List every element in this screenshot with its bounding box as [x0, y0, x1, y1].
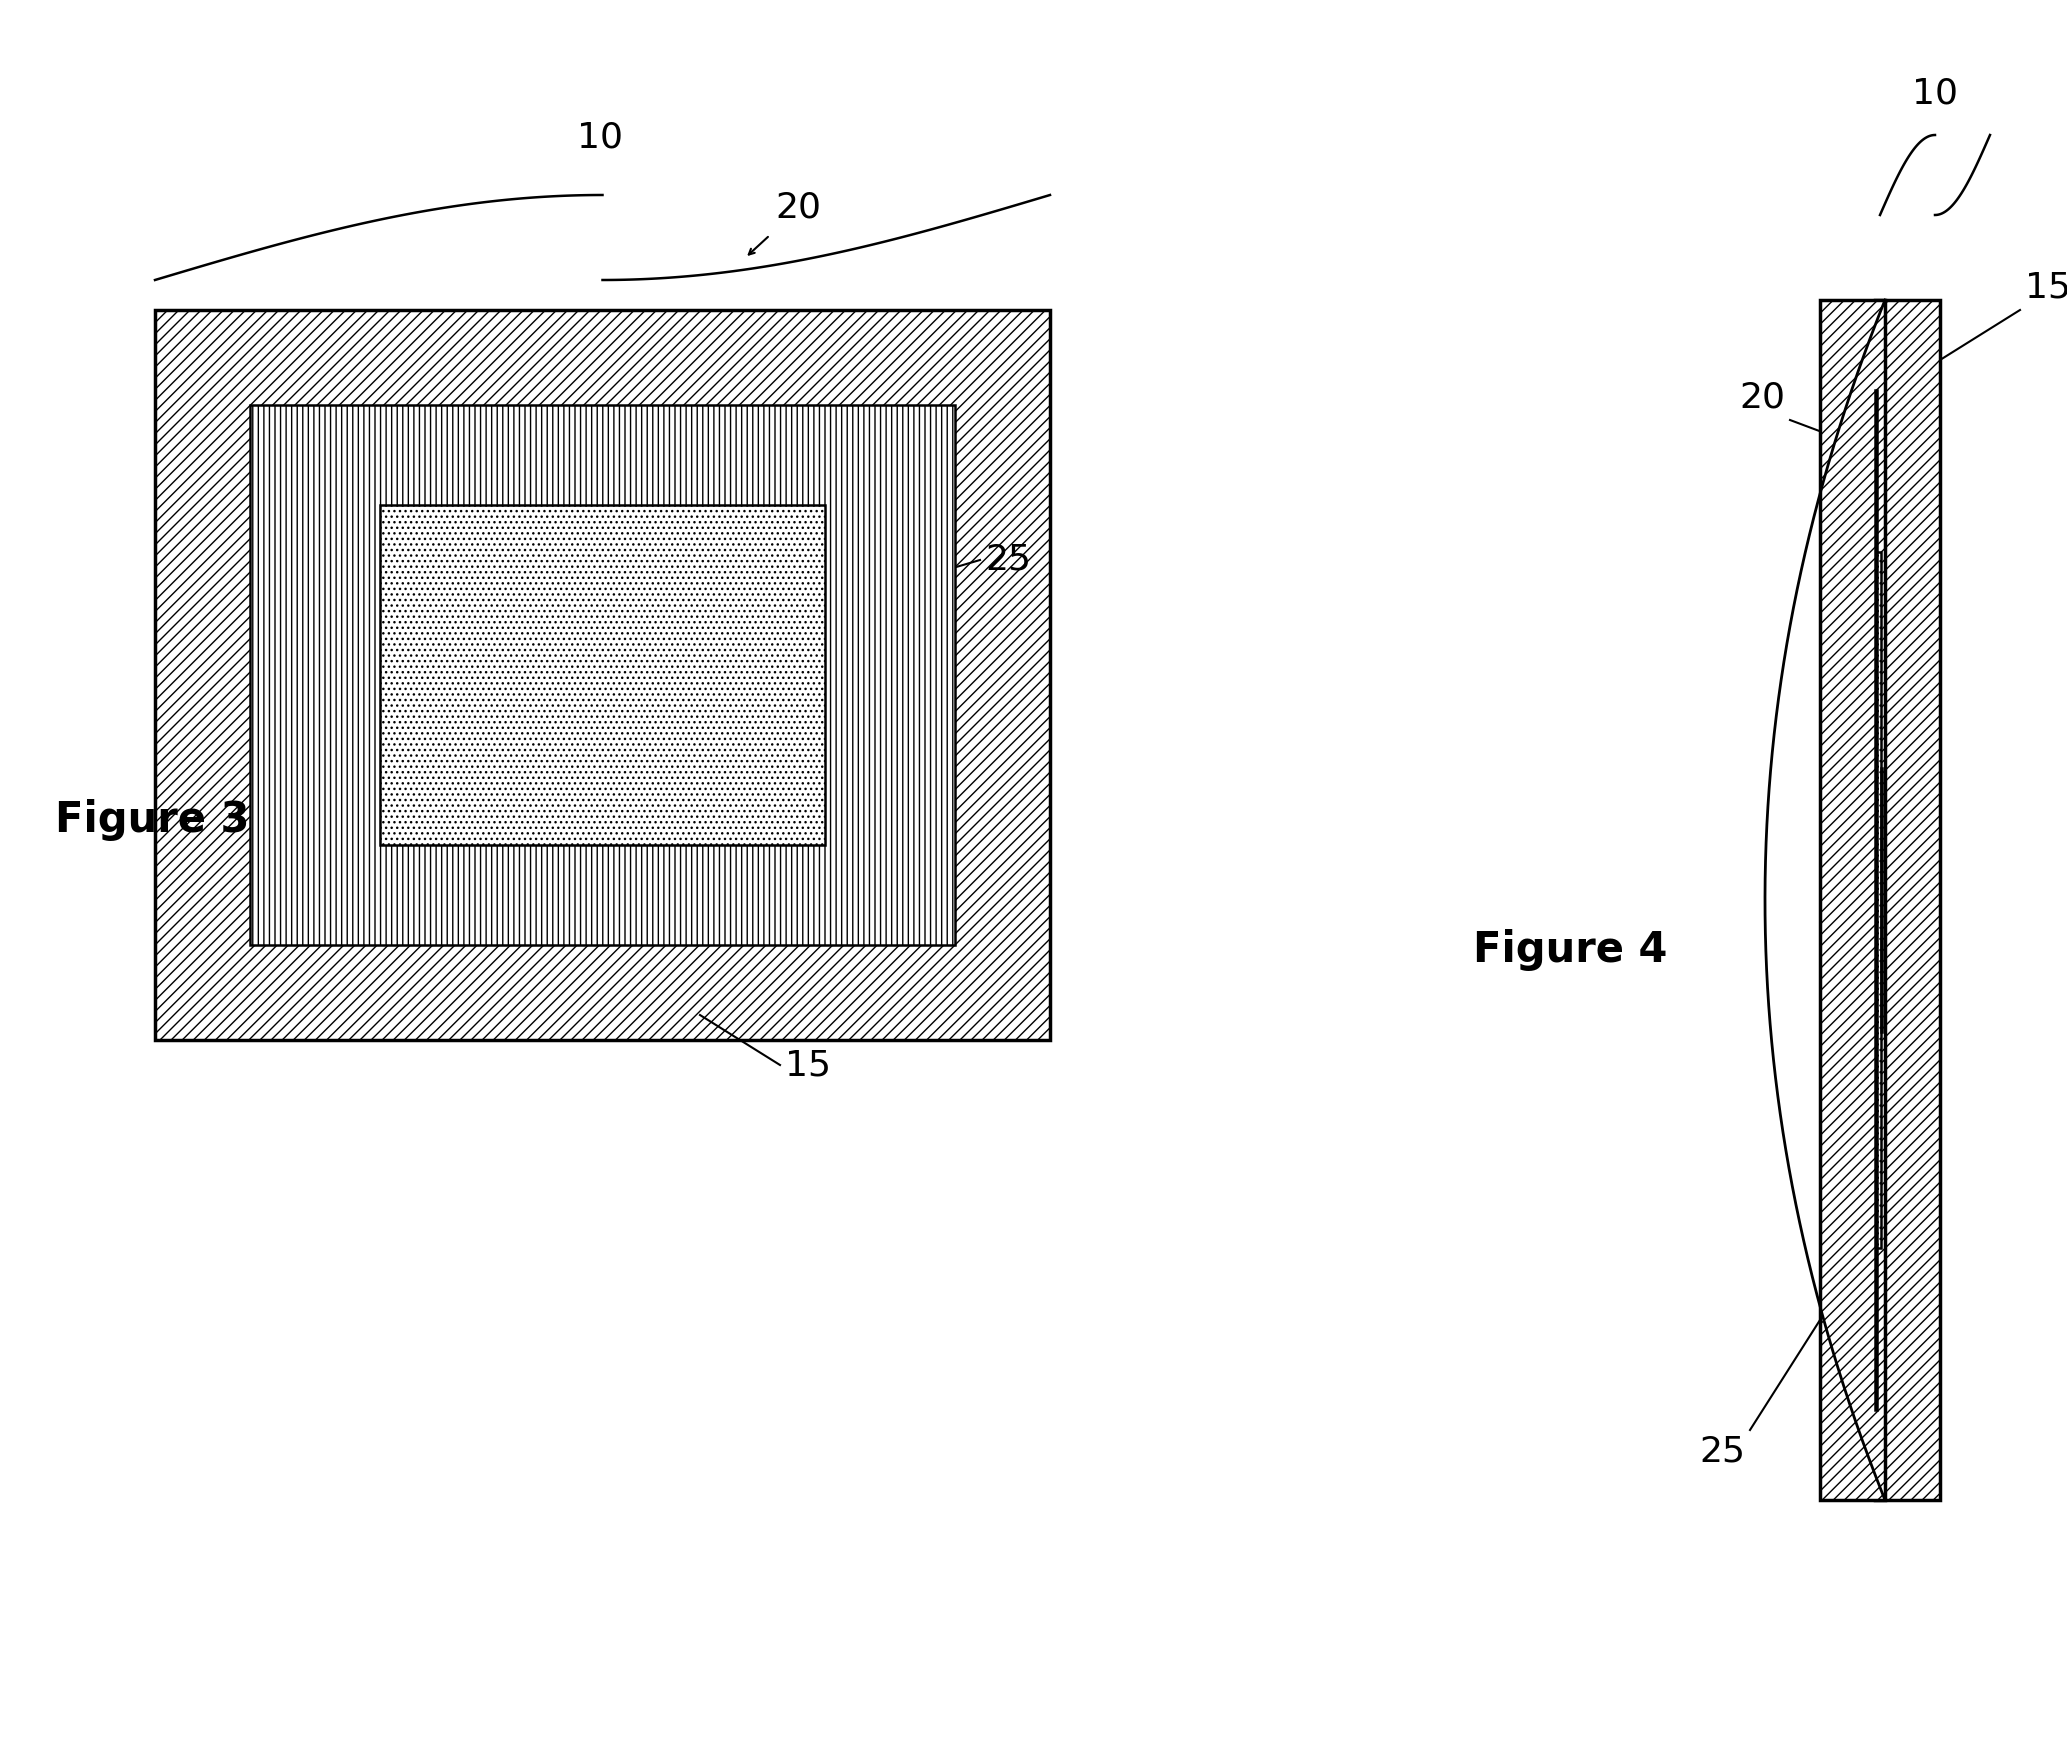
- Bar: [155, 310, 1050, 1040]
- Bar: [250, 405, 955, 945]
- Bar: [1877, 553, 1881, 1248]
- Text: 15: 15: [2026, 271, 2067, 304]
- Text: 10: 10: [577, 121, 622, 155]
- Text: Figure 4: Figure 4: [1474, 929, 1668, 972]
- Bar: [1821, 299, 1885, 1500]
- Bar: [380, 505, 825, 845]
- Text: 25: 25: [1699, 1434, 1745, 1470]
- Text: 20: 20: [1738, 380, 1786, 415]
- Text: 20: 20: [775, 192, 821, 225]
- Text: Figure 3: Figure 3: [56, 799, 250, 841]
- Text: 10: 10: [1912, 76, 1957, 109]
- Text: 25: 25: [986, 544, 1031, 577]
- Bar: [1875, 299, 1941, 1500]
- Text: 15: 15: [785, 1047, 831, 1082]
